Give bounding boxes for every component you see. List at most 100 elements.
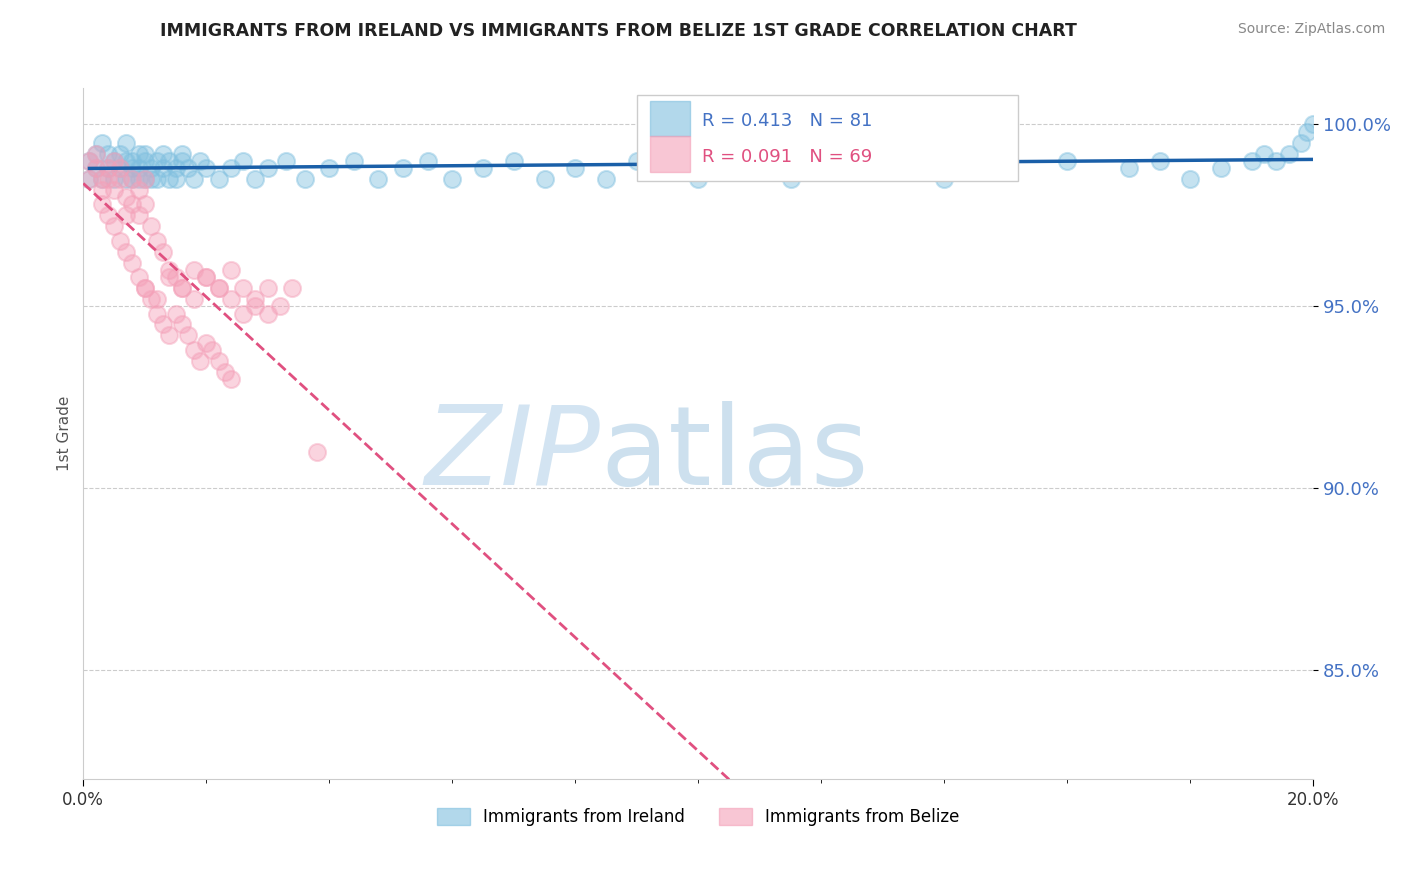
Point [128,208,150,222]
Point [195,335,218,350]
Point [934,172,956,186]
Point [170,146,193,161]
Point [564,161,586,175]
Point [121,255,143,269]
Point [1180,172,1202,186]
Point [207,354,229,368]
Point [688,172,710,186]
Point [84,161,107,175]
Point [146,292,169,306]
Point [97,146,120,161]
Point [256,281,278,295]
Point [207,281,229,295]
Point [121,197,143,211]
Point [152,161,174,175]
Point [152,146,174,161]
Point [139,292,162,306]
Point [134,153,156,168]
Point [115,244,138,259]
Point [170,281,193,295]
Point [1265,153,1288,168]
Point [128,270,150,285]
Point [157,153,180,168]
Point [994,161,1017,175]
Point [103,219,125,234]
Point [183,172,205,186]
Point [90,183,112,197]
Point [79,172,101,186]
Point [108,161,131,175]
Point [256,307,278,321]
Point [134,172,156,186]
Point [718,161,741,175]
Text: IMMIGRANTS FROM IRELAND VS IMMIGRANTS FROM BELIZE 1ST GRADE CORRELATION CHART: IMMIGRANTS FROM IRELAND VS IMMIGRANTS FR… [160,22,1077,40]
Point [294,172,316,186]
Point [232,153,254,168]
Point [1296,125,1319,139]
Point [748,153,770,168]
Point [170,153,193,168]
FancyBboxPatch shape [651,136,690,172]
Point [595,172,617,186]
Point [90,136,112,150]
Point [103,153,125,168]
Point [152,244,174,259]
Point [183,263,205,277]
Point [245,299,267,313]
Point [103,172,125,186]
Point [214,365,236,379]
Point [128,146,150,161]
Point [177,328,200,343]
Point [157,172,180,186]
Point [157,328,180,343]
Point [367,172,389,186]
Point [195,270,218,285]
Point [232,281,254,295]
Point [97,208,120,222]
Point [269,299,291,313]
Point [134,281,156,295]
Point [207,172,229,186]
Point [165,307,187,321]
Point [108,161,131,175]
Point [1289,136,1312,150]
Point [281,281,304,295]
Point [146,172,169,186]
Point [84,146,107,161]
Point [502,153,524,168]
Point [219,161,242,175]
Point [134,281,156,295]
Point [170,318,193,332]
Point [165,172,187,186]
Point [1240,153,1263,168]
FancyBboxPatch shape [637,95,1018,181]
Point [810,161,832,175]
Point [305,444,328,458]
Point [165,161,187,175]
Text: atlas: atlas [600,401,869,508]
Point [207,281,229,295]
Point [392,161,415,175]
Point [1056,153,1078,168]
Point [201,343,224,357]
Text: R = 0.413   N = 81: R = 0.413 N = 81 [702,112,872,130]
Point [108,172,131,186]
Point [256,161,278,175]
Point [115,190,138,204]
Point [472,161,495,175]
Point [188,153,211,168]
Point [533,172,555,186]
Point [90,172,112,186]
Point [157,263,180,277]
Point [1278,146,1301,161]
Point [245,292,267,306]
Point [195,161,218,175]
Point [115,208,138,222]
Text: Source: ZipAtlas.com: Source: ZipAtlas.com [1237,22,1385,37]
Point [1118,161,1140,175]
Point [139,161,162,175]
Point [121,161,143,175]
Point [626,153,648,168]
Point [219,292,242,306]
Point [841,153,863,168]
